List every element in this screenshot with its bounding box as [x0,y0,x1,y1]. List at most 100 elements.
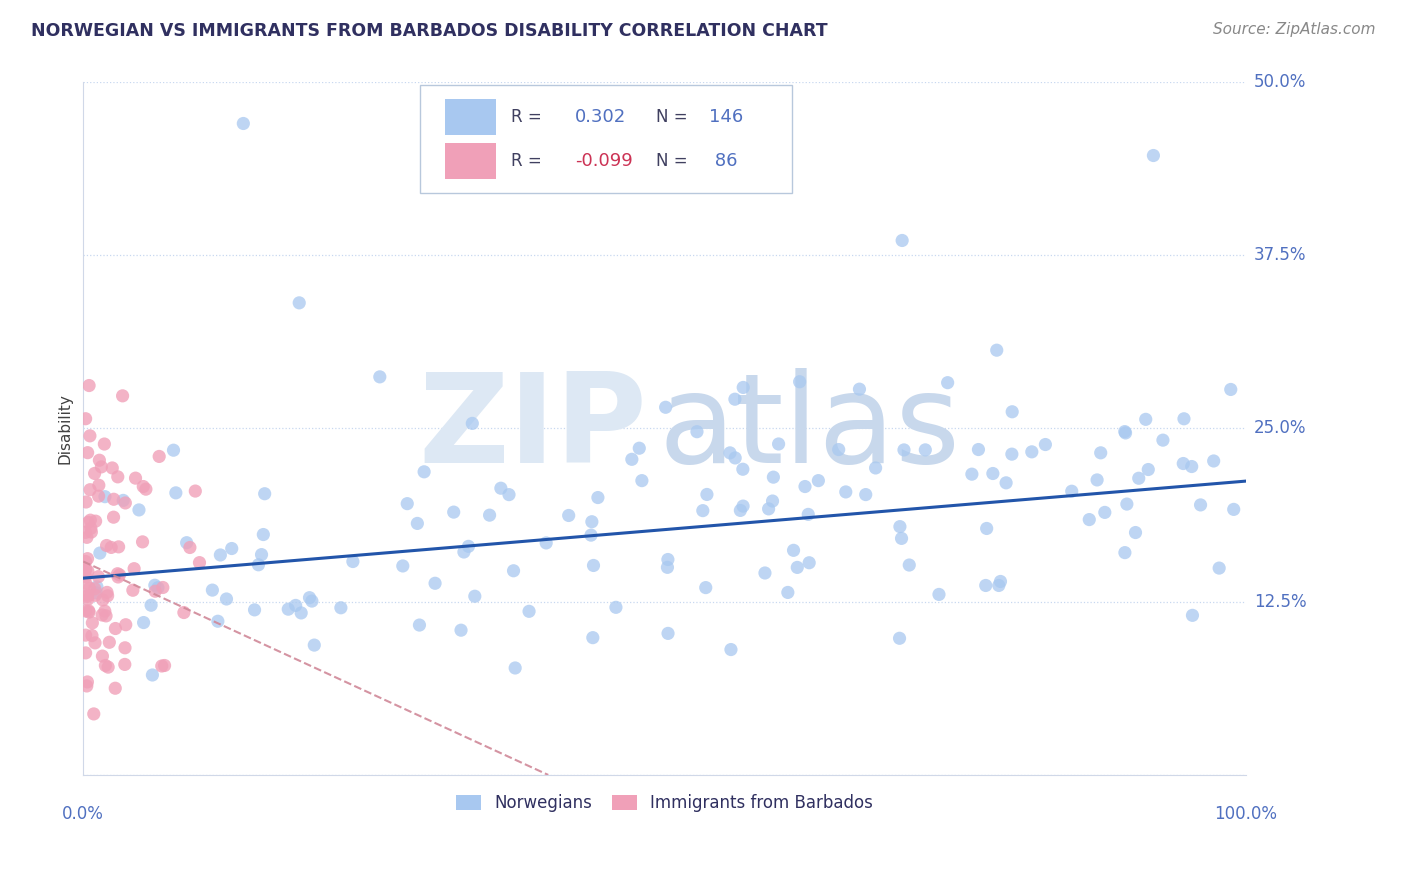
Norwegians [586,491,609,505]
Norwegians [1125,525,1147,540]
Norwegians [1001,447,1024,461]
Norwegians [733,380,755,394]
Immigrants from Barbados [152,581,174,595]
Immigrants from Barbados [114,617,136,632]
Norwegians [478,508,501,523]
Norwegians [112,493,135,508]
Text: 50.0%: 50.0% [1254,73,1306,91]
Immigrants from Barbados [80,629,103,643]
Norwegians [695,581,717,595]
Norwegians [215,592,238,607]
Immigrants from Barbados [148,450,170,464]
Norwegians [304,638,326,652]
Norwegians [139,599,162,613]
Norwegians [1222,502,1244,516]
Norwegians [84,586,107,600]
Immigrants from Barbados [87,569,110,583]
Norwegians [132,615,155,630]
Norwegians [517,604,540,618]
Norwegians [1090,446,1112,460]
Norwegians [1189,498,1212,512]
Norwegians [657,552,679,566]
Immigrants from Barbados [184,484,207,499]
Immigrants from Barbados [135,482,157,496]
Immigrants from Barbados [143,584,166,599]
Norwegians [936,376,959,390]
Norwegians [733,499,755,513]
Norwegians [1094,505,1116,519]
Norwegians [503,661,526,675]
Norwegians [1152,433,1174,447]
Norwegians [990,574,1012,589]
Immigrants from Barbados [75,563,97,577]
Immigrants from Barbados [79,513,101,527]
Immigrants from Barbados [91,649,114,664]
Norwegians [143,578,166,592]
Norwegians [620,452,643,467]
Norwegians [253,487,276,501]
Norwegians [141,668,163,682]
Immigrants from Barbados [107,540,129,554]
Immigrants from Barbados [124,471,146,485]
Norwegians [1173,411,1195,425]
Norwegians [807,474,830,488]
Norwegians [976,521,998,535]
Norwegians [754,566,776,580]
Immigrants from Barbados [75,562,97,576]
Norwegians [928,587,950,601]
Norwegians [1142,148,1164,162]
Immigrants from Barbados [76,590,98,604]
Text: atlas: atlas [658,368,960,489]
Norwegians [758,501,780,516]
Norwegians [1135,412,1157,426]
Norwegians [498,488,520,502]
Immigrants from Barbados [97,660,120,674]
Norwegians [406,516,429,531]
Norwegians [789,375,811,389]
Norwegians [464,589,486,603]
Y-axis label: Disability: Disability [58,393,72,464]
Immigrants from Barbados [94,604,117,618]
Norwegians [209,548,232,562]
Norwegians [1115,425,1137,440]
Norwegians [329,600,352,615]
Norwegians [835,484,858,499]
Norwegians [1114,546,1136,560]
Immigrants from Barbados [107,566,129,581]
Norwegians [232,116,254,130]
Norwegians [534,536,557,550]
Norwegians [761,494,783,508]
Norwegians [250,548,273,562]
Norwegians [453,545,475,559]
Immigrants from Barbados [75,555,97,569]
Immigrants from Barbados [132,479,155,493]
Norwegians [893,442,915,457]
Text: 0.302: 0.302 [575,108,626,126]
Norwegians [86,580,108,594]
Norwegians [786,560,808,574]
Norwegians [794,479,817,493]
Immigrants from Barbados [87,489,110,503]
Immigrants from Barbados [77,378,100,392]
Norwegians [598,140,620,154]
Immigrants from Barbados [104,622,127,636]
Norwegians [855,487,877,501]
Norwegians [1202,454,1225,468]
Immigrants from Barbados [94,608,117,623]
Norwegians [1078,512,1101,526]
Text: 86: 86 [709,153,737,170]
Norwegians [797,508,820,522]
Immigrants from Barbados [76,564,98,578]
Immigrants from Barbados [79,429,101,443]
Immigrants from Barbados [75,569,97,583]
Norwegians [342,555,364,569]
Norwegians [865,461,887,475]
Immigrants from Barbados [96,585,118,599]
Text: 25.0%: 25.0% [1254,419,1306,437]
Norwegians [252,527,274,541]
Immigrants from Barbados [121,583,143,598]
Immigrants from Barbados [107,470,129,484]
Immigrants from Barbados [90,459,112,474]
Immigrants from Barbados [89,453,111,467]
Norwegians [301,594,323,608]
